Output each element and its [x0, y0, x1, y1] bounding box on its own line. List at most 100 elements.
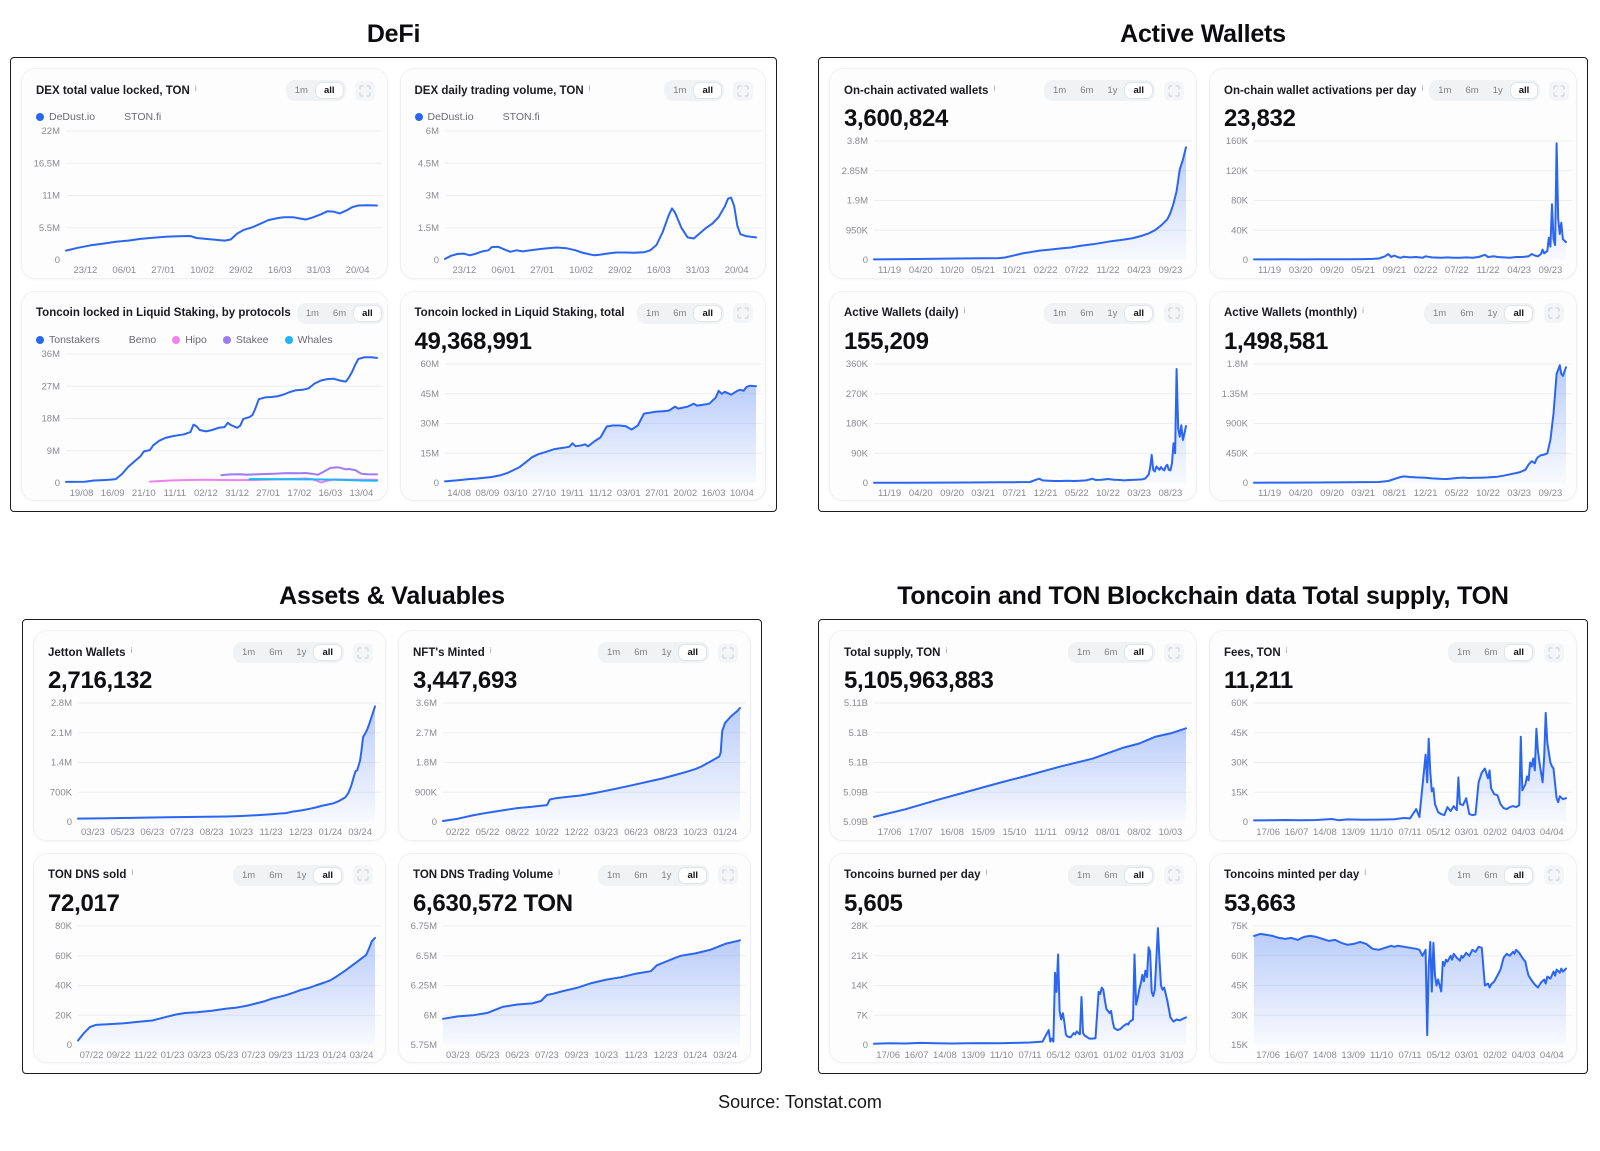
range-option-all[interactable]: all	[1124, 304, 1153, 322]
chart-area[interactable]: 360K 270K 180K 90K 0 11/19 04/20 09/20 03/21 07/2…	[832, 358, 1194, 499]
expand-icon[interactable]	[1164, 80, 1184, 101]
chart-canvas[interactable]: 6.75M 6.5M 6.25M 6M 5.75M 03/23 05/23 06/23 07/2…	[401, 920, 748, 1061]
range-option-1y[interactable]: 1y	[296, 869, 307, 881]
legend-item-whales[interactable]: Whales	[284, 334, 333, 346]
chart-canvas[interactable]: 1.8M 1.35M 900K 450K 0 11/19 04/20 09/20 03/21 08…	[1212, 358, 1574, 499]
legend-item-hipo[interactable]: Hipo	[172, 334, 207, 346]
range-option-6m[interactable]: 6m	[634, 869, 648, 881]
range-option-all[interactable]: all	[313, 644, 342, 661]
range-option-1m[interactable]: 1m	[1077, 647, 1091, 658]
info-icon[interactable]: i	[558, 867, 561, 877]
expand-icon[interactable]	[733, 303, 753, 323]
chart-area[interactable]: 6M 4.5M 3M 1.5M 0 23/12 06/01 27/01 10/02 29/02 16…	[403, 125, 764, 276]
chart-area[interactable]: 60M 45M 30M 15M 0 14/08 08/09 03/10 27/10 19/11 11…	[403, 358, 764, 499]
range-option-all[interactable]: all	[314, 82, 344, 99]
chart-canvas[interactable]: 36M 27M 18M 9M 0 19/08 16/09 21/10 11/11 02/12 31/…	[24, 348, 385, 499]
info-icon[interactable]: i	[489, 644, 492, 655]
chart-canvas[interactable]: 5.11B 5.1B 5.1B 5.09B 5.09B 17/06 17/07 16/08 15…	[832, 697, 1194, 838]
range-option-1m[interactable]: 1m	[1457, 647, 1471, 658]
chart-area[interactable]: 75K 60K 45K 30K 15K 17/06 16/07 14/08 13/09 11/10…	[1212, 920, 1574, 1061]
range-option-6m[interactable]: 6m	[1080, 307, 1094, 319]
range-option-1m[interactable]: 1m	[1438, 85, 1452, 96]
chart-canvas[interactable]: 6M 4.5M 3M 1.5M 0 23/12 06/01 27/01 10/02 29/02 16…	[403, 125, 764, 276]
expand-icon[interactable]	[1164, 865, 1184, 885]
legend-item-bemo[interactable]: Bemo	[116, 334, 156, 346]
chart-canvas[interactable]: 22M 16.5M 11M 5.5M 0 23/12 06/01 27/01 10/02 29/0…	[24, 125, 385, 276]
legend-item-dedust-io[interactable]: DeDust.io	[414, 111, 474, 123]
range-option-1m[interactable]: 1m	[1077, 869, 1091, 881]
range-option-1m[interactable]: 1m	[1432, 307, 1447, 319]
chart-area[interactable]: 6.75M 6.5M 6.25M 6M 5.75M 03/23 05/23 06/23 07/2…	[401, 920, 748, 1061]
legend-item-stakee[interactable]: Stakee	[222, 334, 269, 346]
range-option-all[interactable]: all	[1124, 82, 1153, 99]
range-option-1m[interactable]: 1m	[1052, 307, 1067, 319]
legend-item-dedust-io[interactable]: DeDust.io	[36, 111, 95, 123]
chart-canvas[interactable]: 28K 21K 14K 7K 0 17/06 16/07 14/08 13/09 11/10 07/…	[832, 920, 1194, 1061]
chart-area[interactable]: 1.8M 1.35M 900K 450K 0 11/19 04/20 09/20 03/21 08…	[1212, 358, 1574, 499]
range-option-6m[interactable]: 6m	[673, 307, 687, 319]
range-option-6m[interactable]: 6m	[332, 307, 347, 319]
info-icon[interactable]: i	[993, 82, 996, 93]
range-option-1m[interactable]: 1m	[646, 307, 660, 319]
expand-icon[interactable]	[1549, 80, 1570, 101]
range-option-all[interactable]: all	[693, 82, 722, 99]
range-option-1y[interactable]: 1y	[1107, 85, 1118, 96]
info-icon[interactable]: i	[131, 867, 134, 877]
expand-icon[interactable]	[718, 865, 738, 885]
chart-canvas[interactable]: 80K 60K 40K 20K 0 07/22 09/22 11/22 01/23 03/23 05…	[36, 920, 383, 1061]
expand-icon[interactable]	[1544, 865, 1564, 885]
info-icon[interactable]: i	[1421, 82, 1424, 93]
range-option-1m[interactable]: 1m	[241, 647, 256, 658]
range-option-all[interactable]: all	[678, 644, 707, 661]
range-option-6m[interactable]: 6m	[1104, 869, 1118, 881]
expand-icon[interactable]	[354, 80, 375, 101]
range-option-6m[interactable]: 6m	[269, 647, 283, 658]
expand-icon[interactable]	[1544, 642, 1564, 663]
info-icon[interactable]: i	[985, 867, 988, 877]
range-option-all[interactable]: all	[1509, 82, 1539, 99]
info-icon[interactable]: i	[130, 644, 133, 655]
range-option-1m[interactable]: 1m	[241, 869, 256, 881]
legend-item-ston-fi[interactable]: STON.fi	[111, 111, 161, 123]
chart-canvas[interactable]: 75K 60K 45K 30K 15K 17/06 16/07 14/08 13/09 11/10…	[1212, 920, 1574, 1061]
range-option-all[interactable]: all	[693, 304, 722, 322]
info-icon[interactable]: i	[963, 305, 966, 315]
info-icon[interactable]: i	[1364, 867, 1367, 877]
range-option-1y[interactable]: 1y	[296, 647, 307, 658]
chart-canvas[interactable]: 160K 120K 80K 40K 0 11/19 03/20 09/20 05/21 09/21…	[1212, 135, 1574, 276]
chart-area[interactable]: 5.11B 5.1B 5.1B 5.09B 5.09B 17/06 17/07 16/08 15…	[832, 697, 1194, 838]
range-option-6m[interactable]: 6m	[634, 647, 648, 658]
range-option-all[interactable]: all	[1124, 866, 1153, 884]
range-option-1y[interactable]: 1y	[661, 647, 672, 658]
chart-area[interactable]: 60K 45K 30K 15K 0 17/06 16/07 14/08 13/09 11/10 07…	[1212, 697, 1574, 838]
chart-canvas[interactable]: 60K 45K 30K 15K 0 17/06 16/07 14/08 13/09 11/10 07…	[1212, 697, 1574, 838]
range-option-all[interactable]: all	[1124, 644, 1153, 661]
range-option-all[interactable]: all	[678, 866, 707, 884]
range-option-all[interactable]: all	[353, 304, 382, 322]
chart-area[interactable]: 160K 120K 80K 40K 0 11/19 03/20 09/20 05/21 09/21…	[1212, 135, 1574, 276]
range-option-1y[interactable]: 1y	[1492, 85, 1503, 96]
range-option-1m[interactable]: 1m	[1052, 85, 1067, 96]
chart-area[interactable]: 3.8M 2.85M 1.9M 950K 0 11/19 04/20 10/20 05/21 10…	[832, 135, 1194, 276]
chart-canvas[interactable]: 2.8M 2.1M 1.4M 700K 0 03/23 05/23 06/23 07/23 08/…	[36, 697, 383, 838]
range-option-1m[interactable]: 1m	[606, 647, 621, 658]
range-option-1m[interactable]: 1m	[1457, 869, 1471, 881]
chart-area[interactable]: 3.6M 2.7M 1.8M 900K 0 02/22 05/22 08/22 10/22 12/…	[401, 697, 748, 838]
chart-area[interactable]: 36M 27M 18M 9M 0 19/08 16/09 21/10 11/11 02/12 31/…	[24, 348, 385, 499]
range-option-1y[interactable]: 1y	[1107, 307, 1118, 319]
range-option-all[interactable]: all	[1504, 304, 1533, 322]
range-option-1y[interactable]: 1y	[661, 869, 672, 881]
info-icon[interactable]: i	[1285, 644, 1288, 655]
expand-icon[interactable]	[1164, 303, 1184, 323]
range-option-6m[interactable]: 6m	[1465, 85, 1479, 96]
range-option-1m[interactable]: 1m	[606, 869, 621, 881]
legend-item-tonstakers[interactable]: Tonstakers	[36, 334, 100, 346]
expand-icon[interactable]	[353, 865, 373, 885]
range-option-6m[interactable]: 6m	[269, 869, 283, 881]
range-option-6m[interactable]: 6m	[1484, 647, 1498, 658]
range-option-1m[interactable]: 1m	[305, 307, 319, 319]
range-option-6m[interactable]: 6m	[1080, 85, 1094, 96]
range-option-all[interactable]: all	[1504, 866, 1533, 884]
range-option-1y[interactable]: 1y	[1487, 307, 1498, 319]
info-icon[interactable]: i	[945, 644, 948, 655]
